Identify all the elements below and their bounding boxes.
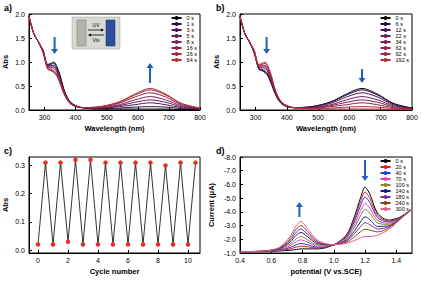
svg-text:500: 500 — [312, 114, 324, 121]
svg-text:-2.0: -2.0 — [224, 236, 236, 243]
svg-text:0 s: 0 s — [186, 15, 194, 21]
svg-text:-6.0: -6.0 — [224, 181, 236, 188]
svg-text:1.2: 1.2 — [360, 257, 370, 264]
svg-text:192 s: 192 s — [396, 57, 410, 63]
svg-text:240 s: 240 s — [395, 200, 409, 206]
svg-text:0.4: 0.4 — [235, 257, 245, 264]
svg-text:1.5: 1.5 — [15, 35, 25, 42]
svg-text:3 s: 3 s — [186, 27, 194, 33]
svg-text:64 s: 64 s — [187, 57, 198, 63]
svg-text:0.0: 0.0 — [15, 107, 25, 114]
svg-text:0.0: 0.0 — [226, 107, 236, 114]
svg-text:0 s: 0 s — [395, 158, 403, 164]
svg-text:300: 300 — [250, 114, 262, 121]
svg-text:600: 600 — [344, 114, 356, 121]
svg-text:92 s: 92 s — [395, 51, 406, 57]
svg-text:Wavelength (nm): Wavelength (nm) — [296, 124, 357, 133]
svg-text:500: 500 — [101, 114, 113, 121]
svg-text:800: 800 — [194, 114, 206, 121]
svg-text:0.2: 0.2 — [15, 190, 25, 197]
svg-text:800: 800 — [406, 114, 418, 121]
svg-text:300 s: 300 s — [396, 206, 410, 212]
svg-text:400: 400 — [281, 114, 293, 121]
svg-text:Vis: Vis — [93, 37, 100, 43]
svg-text:Abs: Abs — [212, 55, 221, 69]
svg-text:c): c) — [4, 146, 12, 156]
svg-text:0.5: 0.5 — [15, 83, 25, 90]
svg-text:-7.0: -7.0 — [224, 167, 236, 174]
svg-text:-4.0: -4.0 — [224, 208, 236, 215]
svg-text:-5.0: -5.0 — [224, 195, 236, 202]
svg-text:0.1: 0.1 — [15, 218, 25, 225]
svg-text:100 s: 100 s — [395, 182, 409, 188]
svg-text:UV: UV — [93, 22, 101, 28]
svg-text:b): b) — [216, 3, 225, 13]
svg-text:62 s: 62 s — [395, 45, 406, 51]
svg-text:4: 4 — [96, 257, 100, 264]
svg-text:2: 2 — [66, 257, 70, 264]
svg-text:140 s: 140 s — [395, 188, 409, 194]
svg-text:10: 10 — [184, 257, 192, 264]
svg-text:300: 300 — [39, 114, 51, 121]
svg-text:6 s: 6 s — [395, 21, 403, 27]
svg-text:0: 0 — [36, 257, 40, 264]
svg-text:400: 400 — [70, 114, 82, 121]
svg-text:2.0: 2.0 — [226, 11, 236, 18]
svg-text:-8.0: -8.0 — [224, 154, 236, 161]
svg-text:2.0: 2.0 — [15, 11, 25, 18]
svg-text:0.0: 0.0 — [15, 247, 25, 254]
svg-text:d): d) — [216, 145, 225, 156]
svg-text:0.8: 0.8 — [298, 257, 308, 264]
svg-text:16 s: 16 s — [186, 45, 197, 51]
svg-text:180 s: 180 s — [395, 194, 409, 200]
svg-text:0.5: 0.5 — [226, 83, 236, 90]
svg-text:8 s: 8 s — [186, 39, 194, 45]
svg-text:600: 600 — [132, 114, 144, 121]
svg-text:0.6: 0.6 — [266, 257, 276, 264]
svg-text:700: 700 — [163, 114, 175, 121]
svg-text:Abs: Abs — [1, 198, 10, 212]
svg-text:-3.0: -3.0 — [224, 222, 236, 229]
svg-text:Wavelength (nm): Wavelength (nm) — [84, 124, 145, 133]
svg-text:6: 6 — [126, 257, 130, 264]
svg-text:700: 700 — [375, 114, 387, 121]
svg-text:0 s: 0 s — [395, 15, 403, 21]
svg-text:40 s: 40 s — [395, 170, 406, 176]
svg-text:1.0: 1.0 — [226, 59, 236, 66]
svg-text:Current (μA): Current (μA) — [207, 182, 216, 227]
svg-text:Cycle number: Cycle number — [90, 267, 140, 276]
svg-text:8: 8 — [156, 257, 160, 264]
svg-text:1.0: 1.0 — [329, 257, 339, 264]
svg-text:Abs: Abs — [1, 55, 10, 69]
svg-text:5 s: 5 s — [186, 33, 194, 39]
svg-text:potential (V vs.SCE): potential (V vs.SCE) — [290, 267, 362, 276]
svg-text:12 s: 12 s — [395, 27, 406, 33]
svg-text:26 s: 26 s — [186, 51, 197, 57]
svg-text:70 s: 70 s — [395, 176, 406, 182]
svg-text:20 s: 20 s — [395, 164, 406, 170]
svg-text:a): a) — [4, 3, 12, 13]
svg-text:-1.0: -1.0 — [224, 250, 236, 257]
svg-text:0.3: 0.3 — [15, 162, 25, 169]
svg-text:22 s: 22 s — [395, 33, 406, 39]
svg-text:1 s: 1 s — [186, 21, 194, 27]
svg-text:1.0: 1.0 — [15, 59, 25, 66]
svg-text:1.4: 1.4 — [391, 257, 401, 264]
svg-text:34 s: 34 s — [395, 39, 406, 45]
svg-text:1.5: 1.5 — [226, 35, 236, 42]
